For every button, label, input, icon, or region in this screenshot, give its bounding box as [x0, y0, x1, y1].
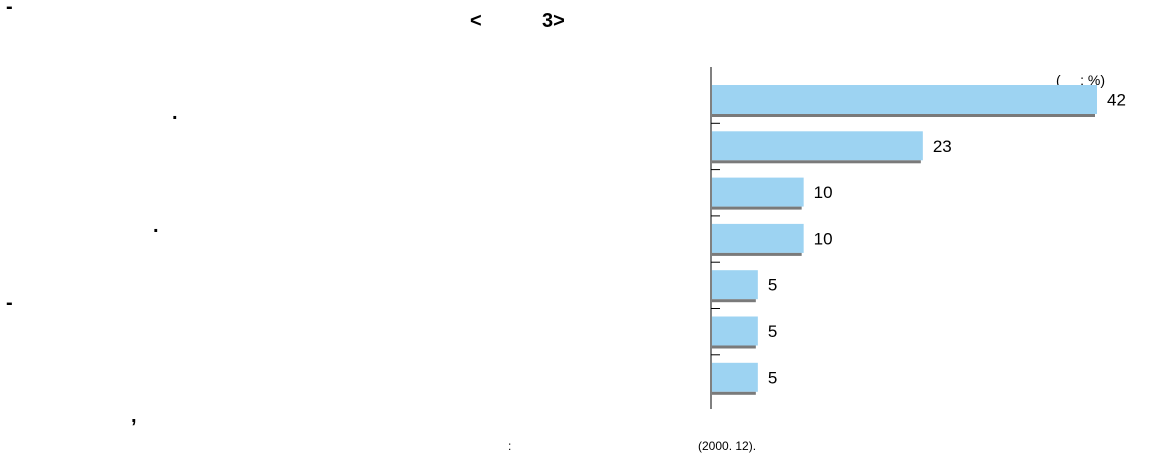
bar-3 — [712, 223, 804, 253]
data-label-6: 5 — [768, 368, 777, 387]
data-label-1: 23 — [933, 137, 952, 156]
bar-shadow-0 — [712, 114, 1095, 117]
data-label-5: 5 — [768, 322, 777, 341]
unit-label: ( : %) — [1056, 72, 1105, 88]
source-colon: : — [508, 439, 512, 453]
bar-shadow-4 — [712, 299, 756, 303]
bar-4 — [712, 270, 758, 300]
bar-5 — [712, 316, 758, 346]
text-comma: , — [131, 405, 137, 427]
dash-marker-top: - — [6, 0, 13, 18]
bar-1 — [712, 131, 923, 161]
data-label-4: 5 — [768, 276, 777, 295]
data-label-3: 10 — [814, 229, 833, 248]
bar-shadow-5 — [712, 345, 756, 349]
data-label-2: 10 — [814, 183, 833, 202]
text-period-2: . — [153, 215, 159, 237]
bar-6 — [712, 362, 758, 392]
bar-2 — [712, 177, 804, 207]
title-open-bracket: < — [470, 10, 482, 32]
bar-shadow-2 — [712, 206, 802, 210]
dash-marker-mid: - — [6, 292, 13, 314]
bar-shadow-1 — [712, 160, 921, 164]
source-date: (2000. 12). — [698, 439, 757, 453]
data-label-0: 42 — [1107, 91, 1126, 110]
bar-0 — [712, 85, 1097, 114]
bar-shadow-3 — [712, 252, 802, 256]
title-number: 3> — [542, 10, 565, 32]
bar-shadow-6 — [712, 391, 756, 395]
text-period-1: . — [172, 102, 178, 124]
